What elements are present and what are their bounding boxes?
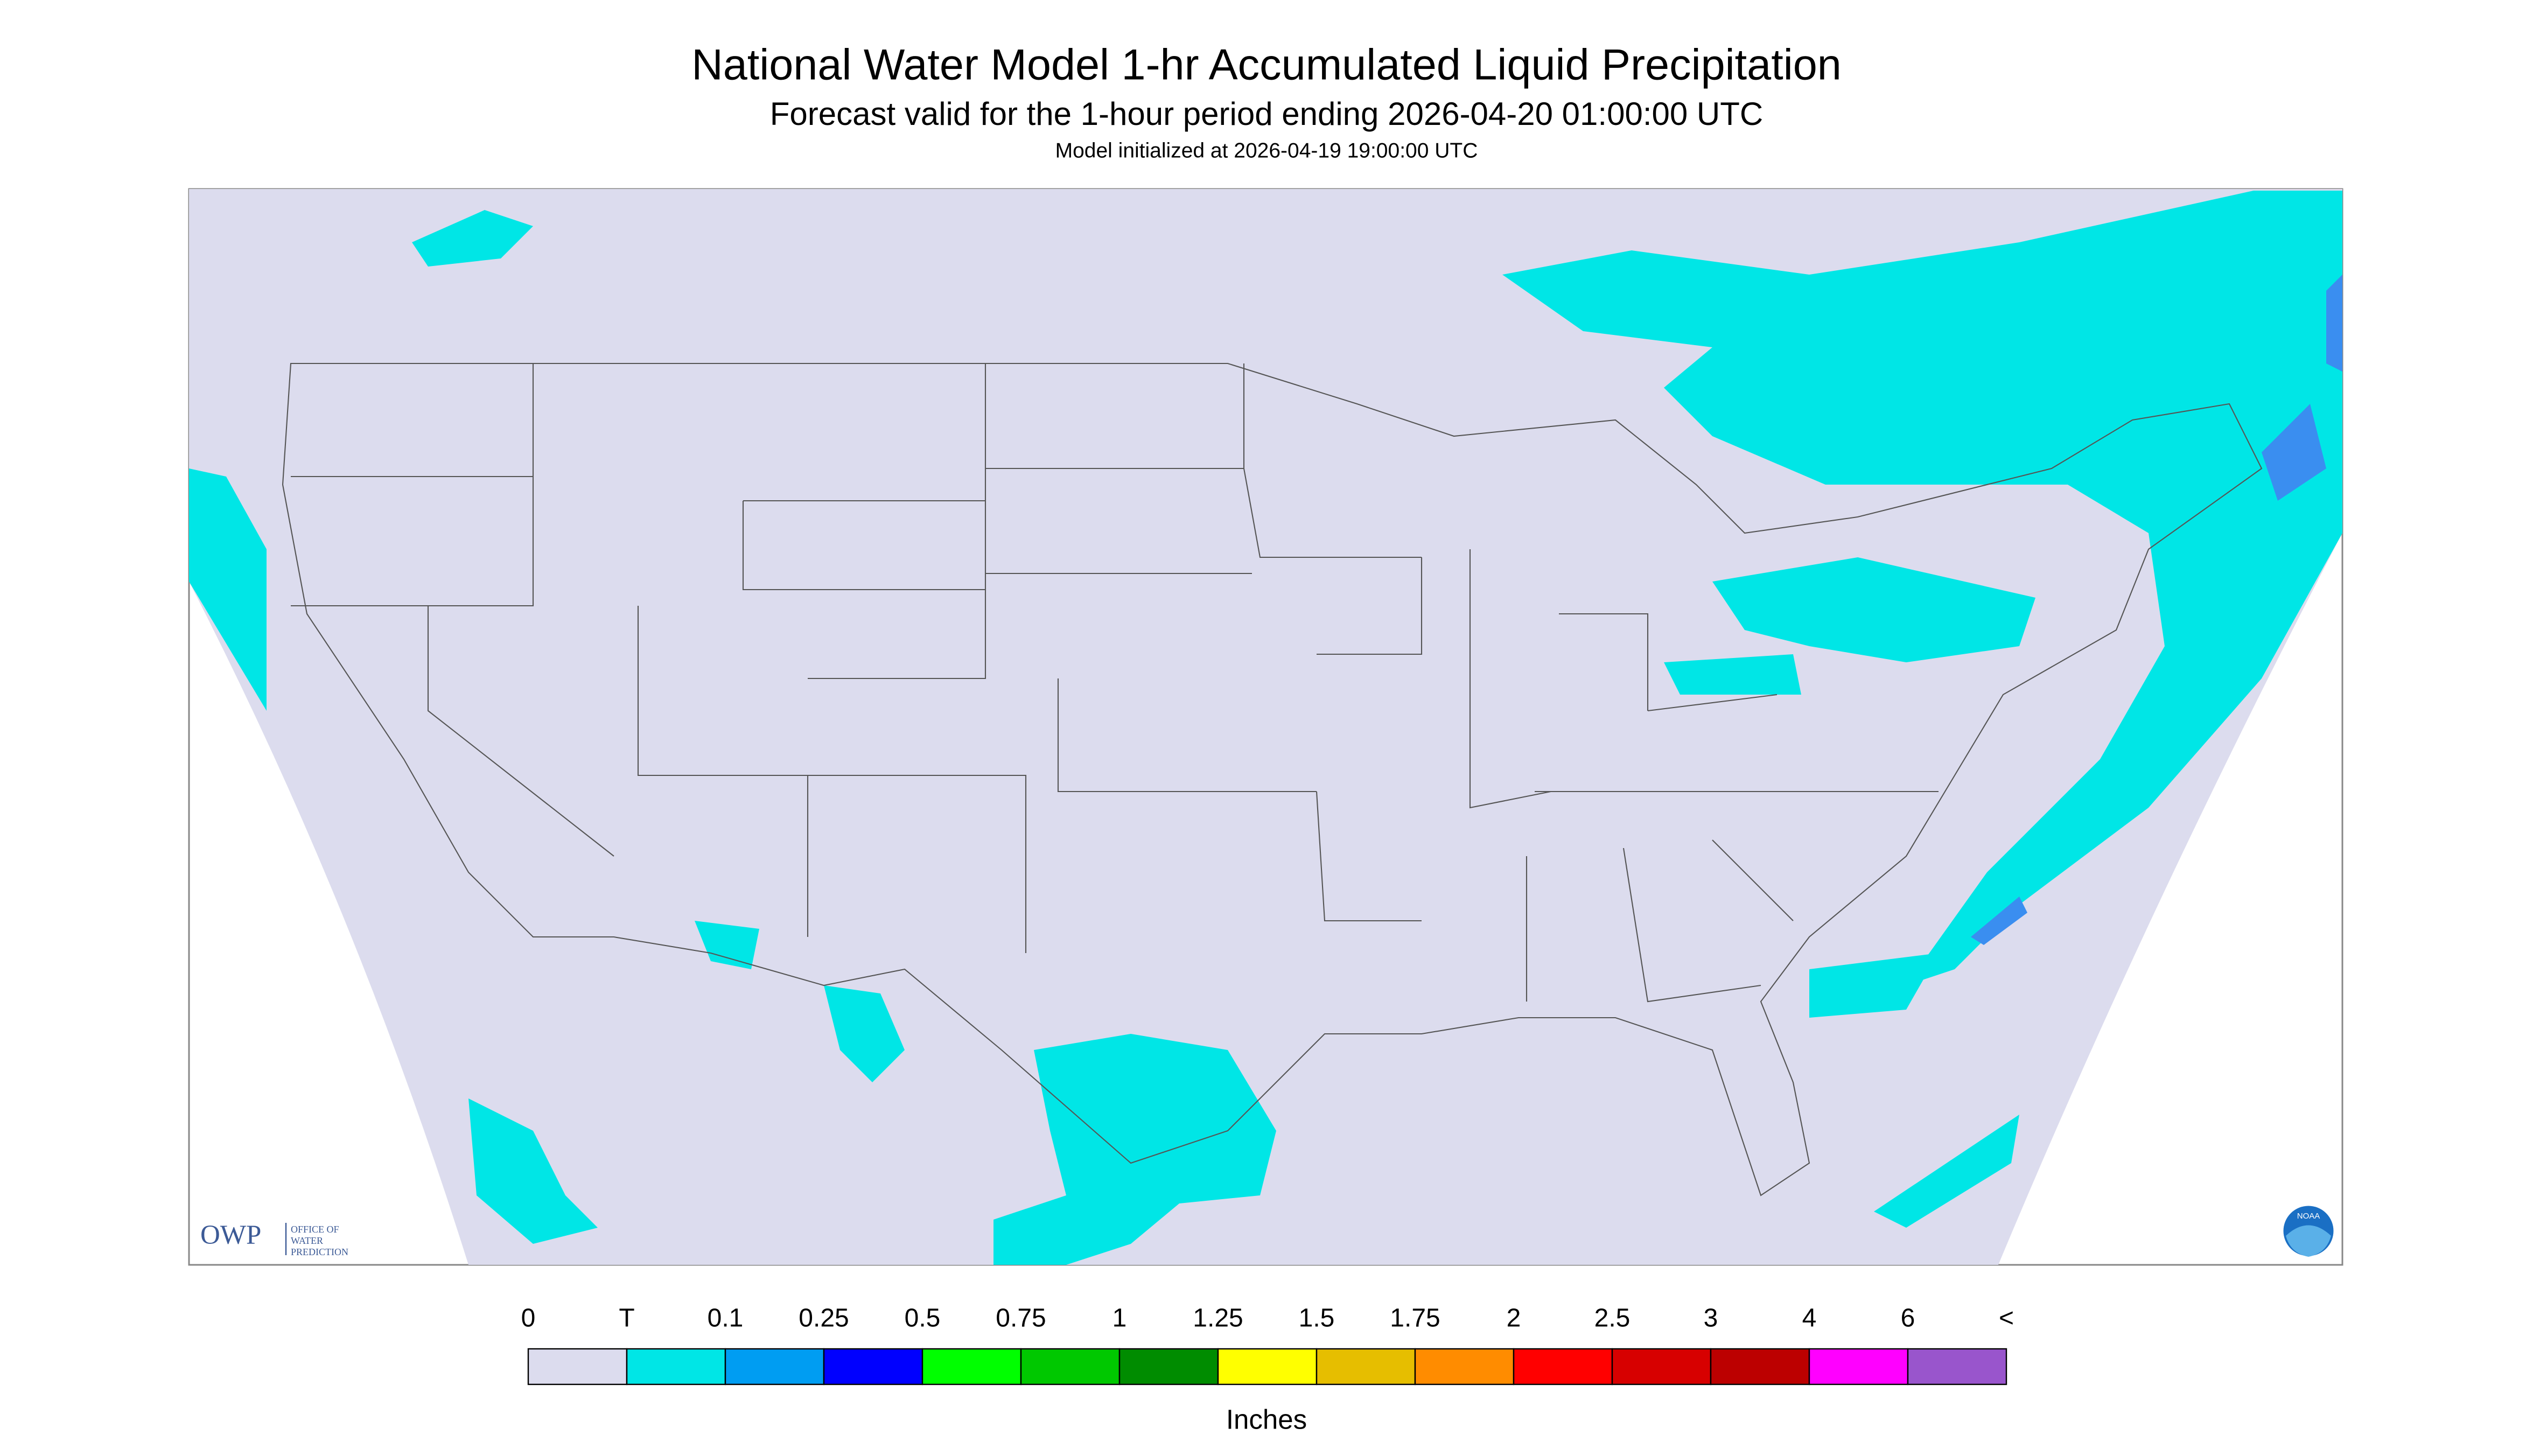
legend-swatch [1907,1348,2007,1385]
map: OWP OFFICE OF WATER PREDICTION NOAA [188,188,2343,1266]
legend-swatch [626,1348,726,1385]
legend-label: 0.25 [799,1304,849,1333]
precip-northeast [1502,191,2342,986]
precip-west-texas [824,985,905,1083]
precip-canada-west [412,210,533,267]
legend-label: 1.75 [1390,1304,1440,1333]
precip-pacific [189,468,267,711]
precip-areas [189,191,2342,1265]
legend-swatch [724,1348,825,1385]
legend-swatch [1020,1348,1121,1385]
legend-label: 0.5 [905,1304,941,1333]
legend-label: 1.25 [1193,1304,1243,1333]
us-outline [282,362,2263,1196]
legend-swatch [1611,1348,1712,1385]
legend-swatch [1513,1348,1613,1385]
legend: Inches 0 T 0.1 0.25 0.5 0.75 1 1.25 1.5 1.75 2 2.5 3… [521,1304,2014,1435]
owp-line: WATER [291,1235,323,1246]
legend-swatch [1710,1348,1810,1385]
legend-swatch [1118,1348,1219,1385]
legend-label: 0.75 [996,1304,1046,1333]
legend-label: 2.5 [1594,1304,1631,1333]
state-lines [291,363,1939,1003]
noaa-text: NOAA [2297,1212,2320,1221]
owp-logo: OWP OFFICE OF WATER PREDICTION [200,1220,348,1257]
precip-heavy-atlantic [1971,897,2027,946]
boundaries [282,362,2263,1196]
precip-caribbean [1874,1115,2019,1228]
legend-label: T [619,1304,634,1333]
legend-swatch [1808,1348,1909,1385]
legend-label: 1 [1112,1304,1127,1333]
legend-label: 3 [1704,1304,1718,1333]
precip-heavy-maine [2262,404,2326,501]
title: National Water Model 1-hr Accumulated Li… [691,40,1842,89]
owp-line: OFFICE OF [291,1224,339,1235]
legend-label: 2 [1507,1304,1521,1333]
legend-swatch [527,1348,628,1385]
legend-label: 0.1 [708,1304,744,1333]
legend-label: < [1999,1304,2014,1333]
precip-great-lakes [1712,557,2035,663]
precip-heavy-nova-scotia [2326,275,2342,372]
legend-unit: Inches [1226,1404,1307,1434]
subtitle: Forecast valid for the 1-hour period end… [770,96,1763,132]
legend-swatch [1316,1348,1416,1385]
legend-swatch [1217,1348,1318,1385]
owp-line: PREDICTION [291,1247,348,1257]
noaa-wave [2286,1225,2331,1257]
legend-label: 6 [1901,1304,1915,1333]
noaa-logo: NOAA [2282,1204,2335,1258]
legend-label: 0 [521,1304,536,1333]
precip-texas [993,1034,1276,1265]
init-time: Model initialized at 2026-04-19 19:00:00… [1055,139,1478,162]
legend-swatch [1414,1348,1515,1385]
precip-ohio [1664,654,1801,695]
owp-abbr: OWP [200,1220,261,1250]
legend-label: 1.5 [1299,1304,1335,1333]
legend-swatch [823,1348,923,1385]
precip-baja [468,1098,598,1244]
legend-swatch [921,1348,1022,1385]
precip-arizona [695,921,759,970]
precip-atlantic [1809,953,1939,1018]
legend-label: 4 [1802,1304,1817,1333]
